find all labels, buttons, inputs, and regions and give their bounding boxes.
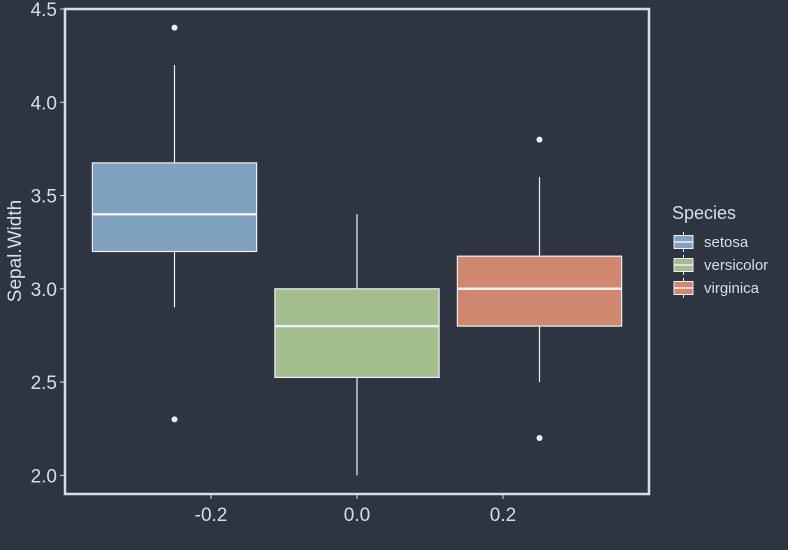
x-tick-label: -0.2 [195,505,228,526]
y-tick-label: 4.0 [31,93,57,114]
legend-title: Species [672,203,736,223]
box-virginica [456,136,623,442]
outlier-point [536,136,543,143]
legend-item-virginica: virginica [673,278,760,298]
y-axis-ticks: 2.0 2.5 3.0 3.5 4.0 4.5 [31,0,65,487]
y-tick-label: 3.0 [31,280,57,301]
legend-label: setosa [704,234,749,251]
x-axis-ticks: -0.2 0.0 0.2 [195,494,516,526]
legend: Species setosa versicolor virginica [672,203,768,298]
y-tick-label: 4.5 [31,0,57,21]
box-setosa [91,24,258,423]
outlier-point [536,435,543,442]
y-tick-label: 3.5 [31,187,57,208]
box-iqr [91,162,258,253]
y-tick-label: 2.0 [31,466,57,487]
x-tick-label: 0.2 [490,505,516,526]
y-axis-title: Sepal.Width [5,200,26,302]
legend-item-setosa: setosa [673,232,749,252]
x-tick-label: 0.0 [344,505,370,526]
box-versicolor [274,214,440,476]
outlier-point [171,416,178,423]
legend-label: versicolor [704,257,768,274]
outlier-point [171,24,178,31]
legend-label: virginica [704,280,760,297]
box-iqr [274,288,440,379]
legend-item-versicolor: versicolor [673,255,768,275]
y-tick-label: 2.5 [31,373,57,394]
boxes-layer [91,24,623,476]
box-iqr [456,255,623,327]
